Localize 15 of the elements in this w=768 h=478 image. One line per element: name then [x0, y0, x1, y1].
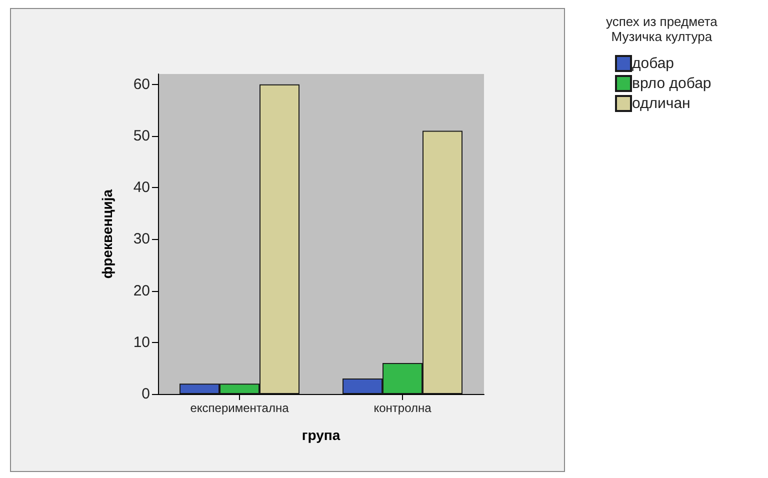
y-tick-label: 50 [133, 127, 150, 144]
legend-label: врло добар [632, 75, 712, 92]
legend-label: одличан [632, 95, 690, 112]
y-tick-label: 60 [133, 76, 150, 93]
y-tick-label: 40 [133, 179, 150, 196]
x-axis-title: група [302, 427, 340, 443]
y-axis-title: фреквенција [99, 189, 115, 279]
x-tick-label: контролна [374, 401, 432, 415]
legend-title: успех из предмета Музичка култура [606, 14, 718, 44]
x-tick-label: експериментална [190, 401, 290, 415]
y-tick-label: 30 [133, 230, 150, 248]
legend-label: добар [632, 55, 674, 72]
y-tick-label: 20 [133, 282, 150, 300]
y-tick-label: 0 [142, 386, 150, 402]
y-tick-label: 10 [133, 334, 150, 351]
